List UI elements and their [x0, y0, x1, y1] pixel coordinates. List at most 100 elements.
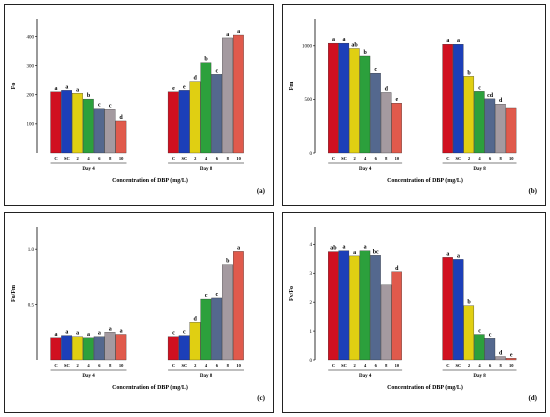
significance-letter: a [109, 326, 112, 332]
significance-letter: a [54, 86, 57, 92]
bar [359, 250, 371, 361]
significance-letter: a [120, 329, 123, 335]
chart-b: 0 500 1000 Fm a Ca SC ab 2 b 4 c 6 d 8 e 10 Day 4 a Ca SC b 2 c… [289, 19, 538, 195]
bar [72, 336, 83, 361]
bar [495, 356, 506, 361]
bar [61, 90, 73, 154]
bar [50, 337, 62, 361]
category-label: SC [341, 156, 347, 161]
significance-letter: ab [330, 246, 337, 252]
significance-letter: a [54, 332, 57, 338]
bar [200, 298, 212, 361]
bar [380, 92, 392, 154]
bar [370, 255, 381, 361]
category-label: C [446, 156, 449, 161]
category-label: 2 [353, 156, 356, 161]
y-tick-label: 0 [310, 152, 313, 157]
bar [189, 81, 201, 154]
significance-letter: e [396, 97, 399, 103]
bar [61, 335, 73, 361]
category-label: 8 [500, 363, 503, 368]
bar [211, 74, 223, 154]
category-label: SC [456, 363, 462, 368]
category-label: 8 [109, 156, 112, 161]
significance-letter: c [489, 332, 492, 338]
bar [505, 107, 517, 154]
category-label: SC [181, 363, 187, 368]
category-label: 2 [194, 363, 197, 368]
panel-label: (a) [257, 187, 266, 195]
significance-letter: d [194, 316, 198, 322]
significance-letter: a [343, 245, 346, 251]
significance-letter: c [216, 292, 219, 298]
chart-c: 0.5 1.0 Fo/Fm a Ca SC a 2 a 4 a 6 a 8 a 10 Day 4 c Cc SC d 2 c… [11, 227, 266, 402]
significance-letter: b [226, 259, 230, 265]
significance-letter: a [364, 245, 367, 251]
bar [359, 55, 371, 154]
group-label: Day 8 [200, 167, 213, 172]
panel-label: (c) [257, 394, 265, 402]
bar [463, 305, 475, 361]
y-tick-label: 1 [310, 330, 313, 335]
bar [328, 42, 339, 154]
bar [442, 257, 453, 361]
category-label: C [54, 363, 57, 368]
group-label: Day 8 [473, 374, 486, 379]
group-label: Day 4 [359, 167, 372, 172]
category-label: 8 [385, 156, 388, 161]
bar [233, 34, 244, 154]
panel-label: (b) [528, 187, 537, 195]
bar [167, 336, 179, 361]
x-axis-label: Concentration of DBP (mg/L) [112, 177, 188, 184]
bar [484, 98, 496, 154]
category-label: 6 [375, 156, 378, 161]
group-label: Day 8 [473, 167, 486, 172]
category-label: 10 [509, 156, 514, 161]
bar [484, 338, 496, 361]
significance-letter: b [87, 93, 91, 99]
category-label: 4 [478, 363, 481, 368]
category-label: SC [64, 363, 70, 368]
category-label: 8 [227, 156, 230, 161]
group-label: Day 4 [82, 374, 95, 379]
category-label: 10 [395, 363, 400, 368]
bar [380, 284, 392, 361]
y-axis-label: Fo [11, 83, 17, 90]
bar [115, 334, 127, 361]
x-axis-label: Concentration of DBP (mg/L) [387, 384, 463, 391]
y-tick-label: 4 [310, 243, 313, 248]
significance-letter: b [467, 300, 471, 306]
category-label: 10 [119, 156, 124, 161]
category-label: SC [341, 363, 347, 368]
bar [391, 103, 402, 154]
bar [453, 44, 464, 154]
bar [474, 334, 485, 361]
bar [93, 336, 105, 361]
bar [200, 62, 212, 154]
y-axis-label: Fm [289, 82, 295, 91]
significance-letter: a [237, 245, 240, 251]
chart-a: 100 200 300 400 Fo a Ca SC a 2 b 4 c 6 c 8 d 10 Day 4 e Ce SC… [11, 19, 266, 195]
category-label: 6 [489, 363, 492, 368]
category-label: 2 [353, 363, 356, 368]
significance-letter: b [204, 57, 208, 63]
category-label: 2 [468, 363, 471, 368]
bar [50, 91, 62, 154]
significance-letter: a [343, 37, 346, 43]
bar [233, 251, 244, 361]
significance-letter: e [510, 352, 513, 358]
significance-letter: a [226, 32, 229, 38]
category-label: 6 [98, 156, 101, 161]
significance-letter: e [183, 84, 186, 90]
category-label: 10 [236, 156, 241, 161]
x-axis-label: Concentration of DBP (mg/L) [112, 384, 188, 391]
significance-letter: cd [487, 93, 494, 99]
category-label: 2 [468, 156, 471, 161]
bar [211, 297, 223, 361]
significance-letter: a [237, 29, 240, 35]
y-tick-label: 2 [310, 301, 313, 306]
bar [453, 259, 464, 361]
category-label: 8 [385, 363, 388, 368]
